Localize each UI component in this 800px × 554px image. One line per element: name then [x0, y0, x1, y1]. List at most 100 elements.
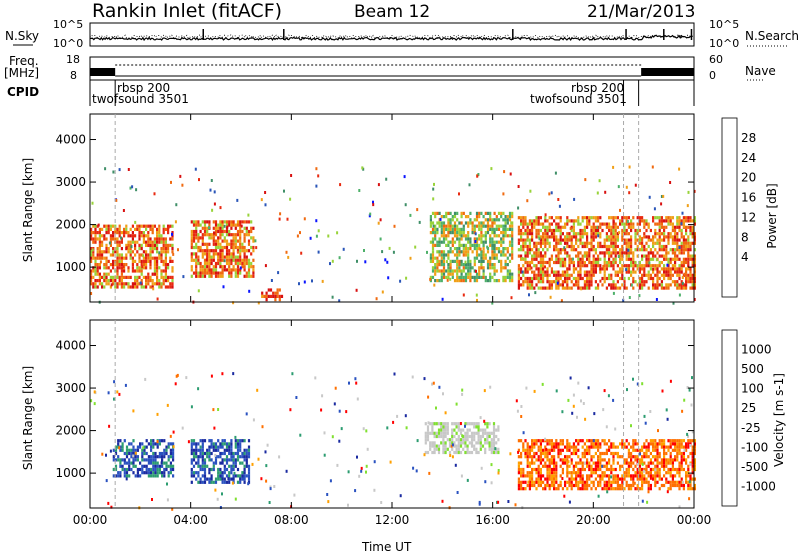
echo-cell	[626, 388, 628, 392]
echo-cell	[590, 238, 593, 242]
echo-cell	[588, 283, 591, 287]
echo-cell	[658, 471, 661, 475]
echo-cell	[103, 256, 106, 260]
echo-cell	[129, 250, 132, 254]
echo-cell	[561, 260, 564, 265]
echo-cell	[685, 238, 688, 242]
echo-cell	[682, 451, 685, 456]
echo-cell	[138, 224, 141, 228]
echo-cell	[268, 501, 271, 504]
echo-cell	[129, 234, 132, 238]
echo-cell	[678, 222, 681, 226]
echo-cell	[432, 381, 435, 385]
echo-cell	[458, 269, 461, 273]
echo-cell	[375, 297, 378, 301]
echo-cell	[584, 178, 587, 182]
echo-cell	[210, 236, 213, 240]
echo-cell	[491, 237, 494, 241]
echo-cell	[669, 260, 672, 265]
echo-cell	[476, 174, 479, 178]
echo-cell	[456, 263, 459, 267]
echo-cell	[603, 251, 606, 255]
echo-cell	[151, 285, 154, 289]
echo-cell	[203, 471, 207, 475]
echo-cell	[689, 257, 692, 261]
echo-cell	[638, 283, 641, 287]
echo-cell	[247, 477, 251, 481]
echo-cell	[687, 273, 690, 277]
echo-cell	[614, 228, 617, 233]
echo-cell	[132, 464, 135, 468]
echo-cell	[152, 464, 155, 468]
echo-cell	[658, 264, 661, 268]
echo-cell	[586, 480, 589, 484]
echo-cell	[230, 252, 233, 256]
echo-cell	[594, 248, 597, 252]
echo-cell	[568, 232, 571, 236]
echo-cell	[264, 191, 267, 194]
echo-cell	[228, 458, 231, 462]
echo-cell	[172, 474, 175, 478]
echo-cell	[528, 448, 531, 452]
echo-cell	[243, 458, 246, 462]
echo-cell	[548, 264, 551, 268]
echo-cell	[239, 442, 242, 446]
echo-cell	[448, 444, 452, 448]
echo-cell	[475, 211, 479, 215]
echo-cell	[667, 448, 670, 452]
echo-cell	[572, 404, 575, 408]
echo-cell	[116, 250, 119, 254]
echo-cell	[121, 467, 124, 472]
echo-cell	[197, 387, 200, 391]
echo-cell	[608, 283, 611, 287]
echo-cell	[685, 480, 688, 484]
echo-cell	[138, 253, 141, 257]
echo-cell	[526, 442, 529, 446]
echo-cell	[693, 461, 696, 465]
echo-cell	[660, 244, 663, 249]
echo-cell	[537, 260, 540, 265]
echo-cell	[575, 280, 578, 284]
echo-cell	[612, 280, 615, 284]
echo-cell	[360, 466, 363, 470]
echo-cell	[603, 451, 606, 456]
echo-cell	[340, 427, 343, 431]
echo-cell	[555, 477, 558, 481]
power-panel-frame	[89, 113, 695, 303]
echo-cell	[542, 264, 545, 268]
echo-cell	[125, 246, 128, 250]
echo-cell	[676, 244, 679, 249]
echo-cell	[164, 285, 167, 289]
echo-cell	[683, 272, 686, 276]
echo-cell	[478, 234, 481, 238]
echo-cell	[482, 247, 485, 251]
echo-cell	[105, 453, 107, 457]
echo-cell	[645, 228, 648, 233]
echo-cell	[517, 480, 520, 484]
echo-cell	[431, 259, 435, 263]
echo-cell	[134, 451, 137, 455]
echo-cell	[682, 458, 685, 462]
echo-cell	[230, 255, 233, 259]
echo-cell	[467, 237, 470, 241]
echo-cell	[616, 232, 619, 236]
echo-cell	[489, 237, 492, 241]
echo-cell	[252, 245, 255, 250]
echo-cell	[161, 464, 164, 468]
echo-cell	[588, 448, 591, 452]
echo-cell	[678, 471, 681, 475]
echo-cell	[638, 461, 641, 465]
echo-cell	[141, 455, 144, 459]
echo-cell	[455, 444, 458, 448]
echo-cell	[680, 241, 683, 245]
echo-cell	[195, 226, 198, 230]
echo-cell	[165, 451, 168, 456]
echo-cell	[142, 240, 145, 244]
echo-cell	[232, 455, 235, 459]
echo-cell	[473, 256, 476, 260]
echo-cell	[521, 257, 524, 260]
echo-cell	[131, 285, 134, 289]
echo-cell	[563, 246, 566, 250]
echo-cell	[667, 238, 670, 242]
echo-cell	[550, 461, 553, 465]
